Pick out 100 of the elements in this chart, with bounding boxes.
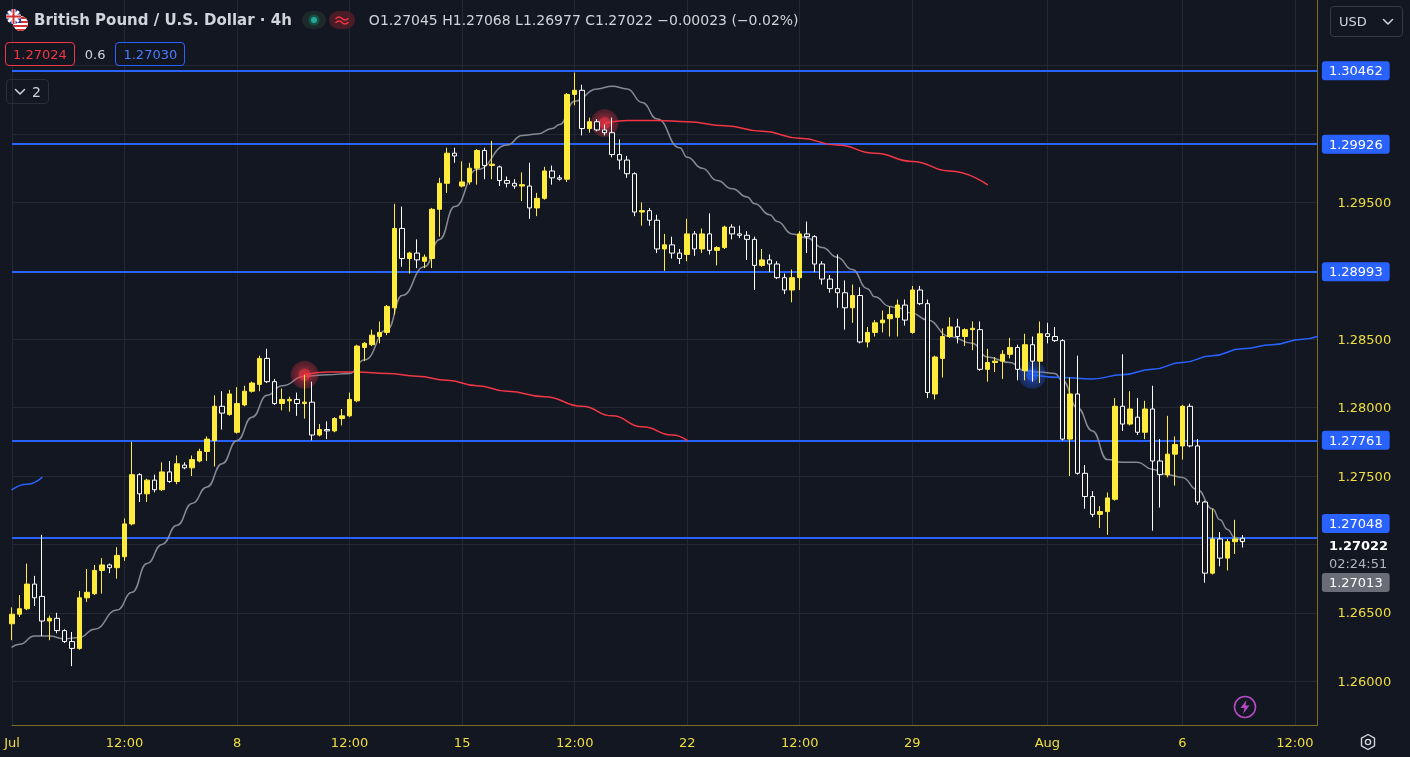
- price-box: 1.27024: [5, 42, 75, 66]
- candlestick: [542, 166, 547, 201]
- text: 1.27013: [1328, 574, 1383, 590]
- x-tick-label: 12:00: [105, 735, 144, 750]
- candlestick: [684, 218, 690, 262]
- candlestick: [579, 84, 585, 136]
- candlestick: [774, 260, 780, 280]
- y-tick-label: 1.28500: [1337, 331, 1392, 347]
- candlestick: [1060, 338, 1065, 441]
- candlestick: [609, 117, 615, 158]
- x-tick-label: Aug: [1034, 735, 1061, 750]
- candlestick: [1052, 326, 1058, 343]
- y-tick-label: 1.28000: [1337, 400, 1392, 416]
- candlestick: [219, 390, 225, 431]
- candlestick: [752, 236, 757, 291]
- candlestick: [1210, 508, 1215, 576]
- ref-line-label: 1.27048: [1328, 515, 1383, 531]
- candlestick: [137, 472, 142, 503]
- text: 1.27022: [1328, 537, 1389, 553]
- candlestick: [1015, 344, 1020, 381]
- candlestick: [782, 273, 787, 295]
- candlestick: [662, 233, 667, 272]
- candlestick: [654, 214, 660, 254]
- candlestick: [624, 155, 630, 179]
- candlestick: [707, 212, 712, 255]
- candlestick: [917, 285, 923, 306]
- candlestick: [947, 316, 953, 339]
- candlestick: [857, 286, 863, 344]
- candlestick: [737, 225, 742, 239]
- candlestick: [1045, 322, 1050, 344]
- candlestick: [534, 192, 540, 217]
- candlestick: [114, 546, 120, 580]
- candlestick: [587, 117, 592, 134]
- candlestick: [1097, 505, 1103, 529]
- candlestick: [940, 327, 945, 379]
- candlestick: [827, 274, 833, 294]
- candlestick: [699, 227, 705, 254]
- candlestick: [62, 628, 67, 644]
- x-tick-label: 15: [453, 735, 471, 750]
- candlestick: [812, 234, 817, 273]
- candlestick: [339, 408, 345, 426]
- candlestick: [407, 251, 412, 275]
- candlestick: [107, 563, 112, 574]
- annotation: 1.27024: [13, 46, 67, 62]
- candlestick: [594, 118, 600, 132]
- y-tick-label: 1.26500: [1337, 605, 1392, 621]
- candlestick: [669, 236, 675, 260]
- annotation: 0.6: [84, 46, 106, 62]
- candlestick: [1157, 438, 1163, 508]
- candlestick: [354, 344, 360, 403]
- candlestick: [414, 238, 420, 269]
- candlestick: [377, 320, 382, 344]
- candlestick: [1172, 435, 1178, 487]
- candlestick: [677, 248, 682, 265]
- candlestick: [1007, 337, 1013, 359]
- line-series: [11, 85, 1244, 648]
- ref-line-label: 1.28993: [1328, 264, 1383, 280]
- candlestick: [122, 517, 127, 562]
- candlestick: [332, 416, 337, 433]
- candlestick: [910, 285, 915, 335]
- candlestick: [564, 92, 570, 183]
- candlestick: [970, 320, 975, 351]
- candlestick: [1037, 320, 1043, 384]
- candlestick: [24, 563, 30, 611]
- text: O1.27045 H1.27068 L1.26977 C1.27022 −0.00023 (−0.02%): [368, 12, 799, 28]
- candlestick: [992, 356, 998, 373]
- candlestick: [369, 329, 375, 347]
- candlestick: [1075, 355, 1080, 476]
- candlestick: [234, 386, 240, 435]
- candlestick: [932, 355, 938, 400]
- candlestick: [77, 590, 82, 651]
- candlestick: [835, 253, 840, 309]
- candlestick: [497, 165, 502, 187]
- candlestick: [1112, 397, 1118, 502]
- candlestick: [399, 206, 405, 268]
- candlestick: [392, 203, 397, 316]
- candlestick: [459, 160, 465, 188]
- candlestick: [257, 355, 262, 392]
- candlestick: [279, 387, 285, 411]
- candlestick: [842, 279, 848, 331]
- candlestick: [1150, 385, 1155, 532]
- candlestick: [317, 423, 322, 437]
- candlestick: [729, 223, 735, 240]
- candlestick: [744, 230, 750, 261]
- candlestick: [617, 139, 622, 171]
- candlestick: [474, 148, 480, 186]
- candlestick: [227, 389, 232, 417]
- candlestick: [347, 392, 352, 418]
- candlestick: [467, 162, 472, 186]
- candlestick: [925, 299, 930, 399]
- x-tick-label: 29: [904, 735, 921, 750]
- candlestick: [512, 178, 517, 190]
- candlestick: [452, 147, 457, 164]
- candlestick: [985, 348, 990, 383]
- candlestick: [647, 207, 652, 227]
- candlestick: [789, 268, 795, 303]
- candlestick: [887, 305, 893, 338]
- y-tick-label: 1.27500: [1337, 468, 1392, 484]
- candlestick: [422, 253, 427, 269]
- ref-line-label: 1.29926: [1328, 136, 1383, 152]
